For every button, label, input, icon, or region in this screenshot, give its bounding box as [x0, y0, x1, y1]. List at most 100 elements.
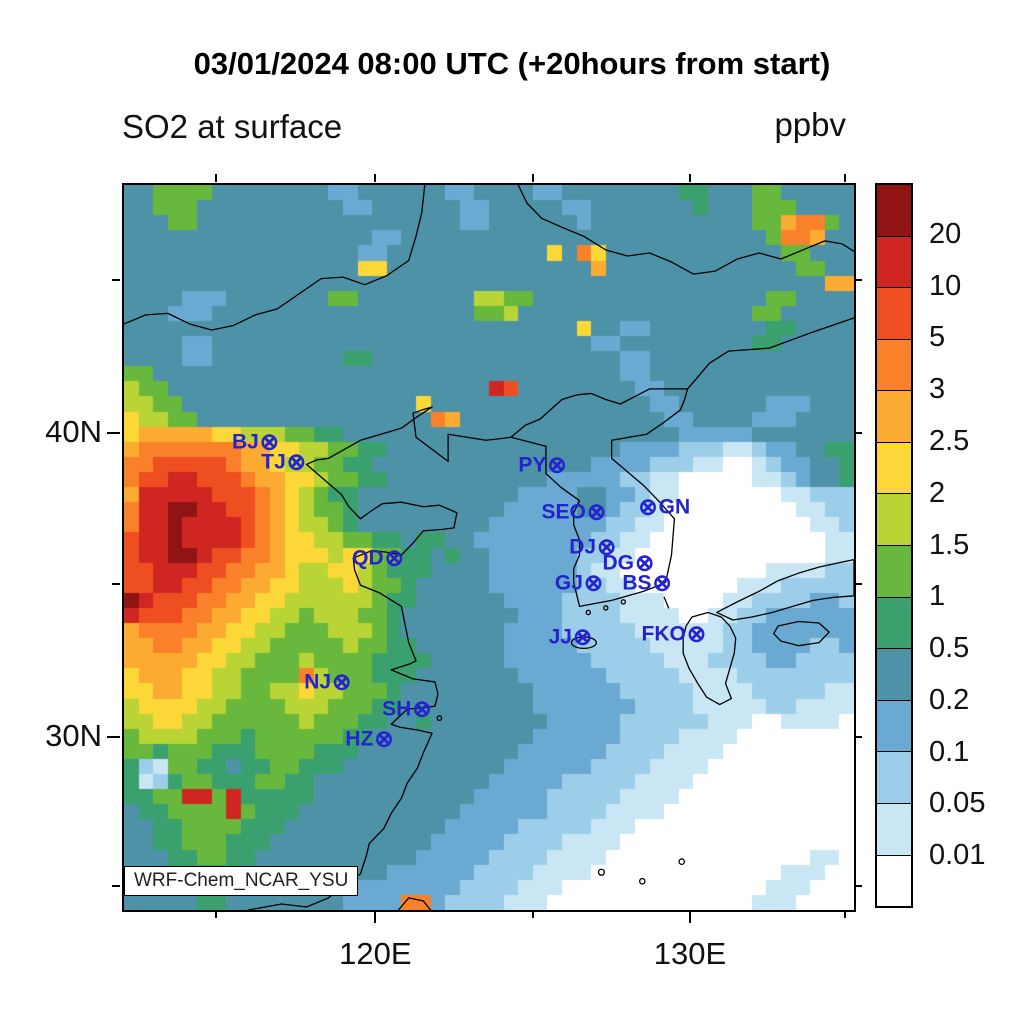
y-axis-label: 30N [45, 717, 102, 753]
station-PY: PY ⊗ [518, 453, 567, 476]
station-TJ: TJ ⊗ [261, 450, 307, 473]
axis-tick [374, 174, 377, 182]
station-label: DG [602, 551, 635, 575]
axis-tick [112, 582, 120, 585]
axis-tick [215, 910, 218, 918]
station-GN: ⊗ GN [637, 495, 690, 518]
colorbar-band [877, 390, 911, 442]
station-marker-icon: ⊗ [638, 493, 658, 520]
station-marker-icon: ⊗ [374, 725, 394, 752]
axis-tick [688, 910, 691, 923]
axis-tick [854, 885, 862, 888]
colorbar-tick-label: 3 [929, 373, 946, 406]
station-marker-icon: ⊗ [586, 498, 607, 525]
station-label: TJ [261, 450, 286, 474]
heatmap-canvas [124, 185, 854, 910]
coastline-mainland [248, 318, 854, 910]
station-label: SH [382, 697, 412, 721]
colorbar-tick-label: 2.5 [929, 424, 970, 457]
station-label: DJ [569, 535, 597, 559]
coastline-kyushu [683, 612, 736, 704]
colorbar-tick-label: 0.5 [929, 632, 970, 665]
x-axis-label: 130E [653, 936, 727, 971]
station-DJ: DJ ⊗ [569, 535, 617, 558]
station-JJ: JJ ⊗ [549, 625, 594, 648]
station-marker-icon: ⊗ [652, 569, 672, 596]
axis-tick [854, 582, 862, 585]
colorbar-band [877, 493, 911, 546]
station-marker-icon: ⊗ [412, 695, 432, 722]
station-DG: DG ⊗ [603, 551, 656, 574]
axis-tick [531, 174, 534, 182]
island-dot [679, 859, 684, 864]
axis-tick [531, 910, 534, 918]
station-label: JJ [548, 625, 572, 649]
station-marker-icon: ⊗ [384, 544, 404, 571]
colorbar-band [877, 338, 911, 391]
axis-tick [854, 432, 862, 435]
station-marker-icon: ⊗ [572, 623, 593, 650]
colorbar-band [877, 648, 911, 700]
axis-tick [844, 174, 847, 182]
station-marker-icon: ⊗ [597, 533, 617, 560]
station-label: GJ [554, 571, 583, 595]
colorbar-band [877, 287, 911, 339]
station-marker-icon: ⊗ [635, 549, 655, 576]
station-GJ: GJ ⊗ [554, 571, 604, 595]
y-axis-label: 40N [45, 414, 102, 450]
station-marker-icon: ⊗ [547, 451, 567, 478]
model-credit-box: WRF-Chem_NCAR_YSU [124, 866, 359, 896]
colorbar-tick-label: 0.2 [929, 683, 970, 716]
island-dot [604, 606, 608, 610]
island-dot [586, 610, 590, 614]
x-axis-label: 120E [339, 936, 412, 971]
colorbar-band [877, 596, 911, 649]
colorbar-band [877, 235, 911, 288]
axis-tick [107, 432, 120, 435]
colorbar-tick-label: 1.5 [929, 528, 970, 561]
station-label: BJ [231, 430, 259, 454]
colorbar-band [877, 854, 911, 907]
colorbar-band [877, 441, 911, 494]
border-russia [518, 185, 854, 274]
station-label: NJ [304, 670, 332, 694]
colorbar-band [877, 699, 911, 752]
island-dot [599, 869, 605, 875]
axis-tick [112, 279, 120, 282]
station-label: SEO [541, 500, 586, 524]
axis-tick [854, 279, 862, 282]
colorbar-band [877, 545, 911, 597]
coastline-shikoku [774, 622, 829, 646]
station-label: BS [622, 571, 652, 595]
colorbar-band [877, 751, 911, 803]
map-panel: BJ ⊗ TJ ⊗ PY ⊗ SEO ⊗ ⊗ GN QD ⊗ DJ ⊗ DG ⊗ GJ ⊗ BS ⊗ JJ ⊗ FKO ⊗ NJ… [122, 183, 856, 912]
station-NJ: NJ ⊗ [304, 670, 352, 694]
station-SEO: SEO ⊗ [541, 500, 607, 523]
colorbar-tick-label: 0.05 [929, 787, 986, 820]
station-HZ: HZ ⊗ [345, 727, 394, 750]
colorbar-tick-label: 20 [929, 217, 962, 250]
island-dot [621, 600, 625, 604]
colorbar-band [877, 185, 911, 236]
coastline-taiwan-tip [398, 898, 430, 910]
axis-tick [112, 885, 120, 888]
axis-tick [844, 910, 847, 918]
axis-tick [107, 735, 120, 738]
border-korea-china [511, 389, 688, 437]
station-SH: SH ⊗ [382, 695, 432, 722]
colorbar-tick-label: 10 [929, 269, 962, 302]
colorbar [875, 183, 913, 908]
colorbar-tick-label: 1 [929, 580, 946, 613]
station-label: GN [658, 495, 691, 519]
station-label: FKO [641, 622, 686, 646]
station-marker-icon: ⊗ [259, 428, 280, 455]
station-label: QD [352, 546, 384, 570]
island-dot [640, 879, 645, 884]
station-BJ: BJ ⊗ [232, 430, 280, 453]
island-tsushima [664, 597, 668, 608]
station-QD: QD ⊗ [352, 546, 405, 569]
axis-tick [374, 910, 377, 923]
station-FKO: FKO ⊗ [642, 622, 708, 645]
colorbar-tick-label: 2 [929, 476, 946, 509]
